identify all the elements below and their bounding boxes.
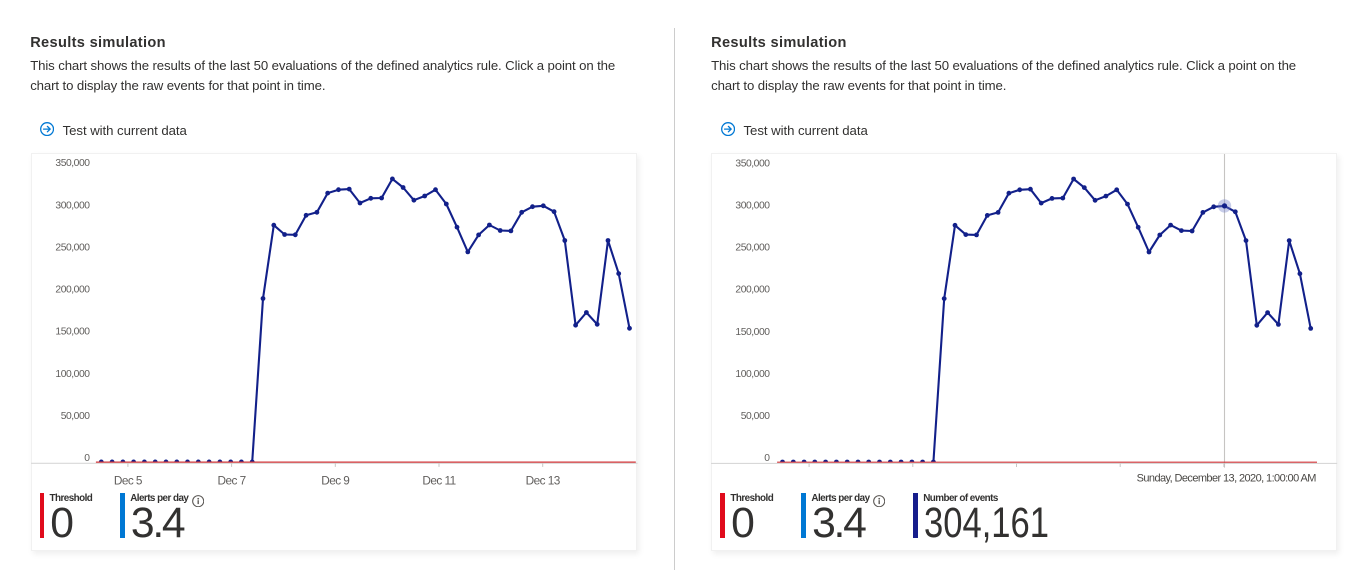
svg-text:Dec 9: Dec 9 <box>321 474 349 488</box>
svg-text:150,000: 150,000 <box>735 327 770 338</box>
svg-text:100,000: 100,000 <box>735 369 770 380</box>
svg-text:Dec 13: Dec 13 <box>525 474 560 488</box>
svg-text:Dec 5: Dec 5 <box>113 474 142 488</box>
svg-text:50,000: 50,000 <box>60 411 90 422</box>
svg-text:300,000: 300,000 <box>735 201 770 212</box>
svg-text:0: 0 <box>84 453 90 464</box>
svg-text:200,000: 200,000 <box>735 285 770 296</box>
svg-text:250,000: 250,000 <box>55 243 90 254</box>
svg-text:200,000: 200,000 <box>55 285 90 296</box>
svg-text:300,000: 300,000 <box>55 201 90 212</box>
svg-text:350,000: 350,000 <box>735 158 770 169</box>
svg-text:150,000: 150,000 <box>55 327 90 338</box>
svg-text:350,000: 350,000 <box>55 158 90 169</box>
svg-text:Sunday, December 13, 2020, 1:0: Sunday, December 13, 2020, 1:00:00 AM <box>1137 473 1317 485</box>
svg-text:0: 0 <box>764 453 770 464</box>
svg-text:50,000: 50,000 <box>741 411 771 422</box>
svg-text:Dec 11: Dec 11 <box>422 474 455 488</box>
svg-text:250,000: 250,000 <box>735 243 770 254</box>
svg-text:Dec 7: Dec 7 <box>217 474 245 488</box>
svg-text:100,000: 100,000 <box>55 369 90 380</box>
